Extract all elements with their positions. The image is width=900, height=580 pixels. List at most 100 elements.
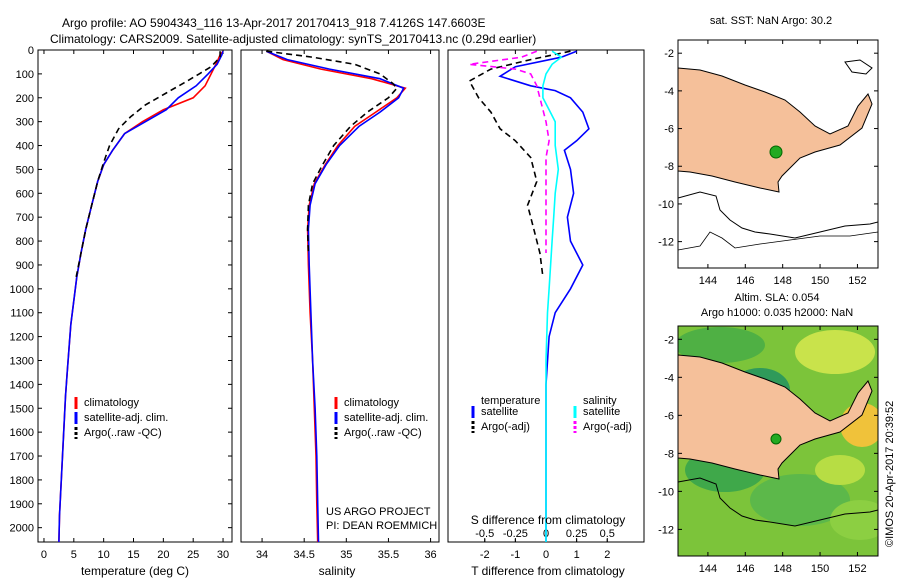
x-tick-label: 35.5 bbox=[378, 549, 399, 561]
x-tick-label: 15 bbox=[127, 549, 139, 561]
depth-tick-label: 1000 bbox=[10, 284, 34, 296]
difference-panel: -2 -1 0 1 2-0.5 -0.25 0 0.25 0.5 temperature sat… bbox=[447, 49, 645, 578]
sst-map-axes: 144 146 148 150 152 -2 -4 -6 -8 -10 -12 bbox=[658, 40, 878, 287]
depth-tick-label: 600 bbox=[16, 188, 34, 200]
lat-tick-label: -12 bbox=[658, 524, 674, 536]
depth-tick-label: 800 bbox=[16, 236, 34, 248]
pi-annotation: PI: DEAN ROEMMICH bbox=[326, 520, 437, 532]
legend-label-satellite: satellite-adj. clim. bbox=[84, 412, 168, 424]
series-line-t-argo-adj bbox=[468, 50, 571, 277]
depth-tick-label: 1300 bbox=[10, 355, 34, 367]
lon-tick-label: 152 bbox=[848, 563, 866, 575]
figure-title-line2: Climatology: CARS2009. Satellite-adjuste… bbox=[50, 32, 536, 46]
x-tick-label: -1 bbox=[510, 549, 520, 561]
difference-series bbox=[468, 50, 590, 542]
legend-label-satellite: satellite-adj. clim. bbox=[344, 412, 428, 424]
x-tick-label: 10 bbox=[98, 549, 110, 561]
depth-tick-label: 500 bbox=[16, 164, 34, 176]
lat-tick-label: -8 bbox=[664, 448, 674, 460]
lat-tick-label: -8 bbox=[664, 161, 674, 173]
salinity-series bbox=[265, 50, 407, 542]
lat-tick-label: -12 bbox=[658, 237, 674, 249]
salinity-x-axis: 34 34.5 35 35.5 36 bbox=[256, 50, 437, 561]
s-tick-label: 0.25 bbox=[566, 528, 587, 540]
sla-patch bbox=[795, 330, 875, 374]
salinity-x-label: salinity bbox=[319, 564, 356, 578]
legend-label-climatology: climatology bbox=[344, 397, 400, 409]
x-tick-label: 34.5 bbox=[293, 549, 314, 561]
depth-tick-label: 0 bbox=[28, 45, 34, 57]
depth-tick-label: 300 bbox=[16, 117, 34, 129]
lat-tick-label: -10 bbox=[658, 199, 674, 211]
salinity-axes-frame bbox=[240, 49, 440, 543]
depth-contour bbox=[678, 477, 878, 527]
sst-map-land bbox=[678, 59, 878, 251]
legend-label-t-satellite: satellite bbox=[481, 406, 518, 418]
series-line-argo-raw-qc bbox=[75, 51, 221, 278]
lat-tick-label: -4 bbox=[664, 86, 674, 98]
x-tick-label: 34 bbox=[256, 549, 268, 561]
depth-tick-label: 1800 bbox=[10, 475, 34, 487]
x-tick-label: -2 bbox=[480, 549, 490, 561]
lat-tick-label: -6 bbox=[664, 410, 674, 422]
depth-tick-label: 1900 bbox=[10, 499, 34, 511]
depth-contour-2 bbox=[678, 231, 878, 251]
s-tick-label: -0.25 bbox=[503, 528, 528, 540]
depth-contour bbox=[678, 191, 878, 239]
sst-map-panel: sat. SST: NaN Argo: 30.2 144 146 148 150 152… bbox=[658, 15, 879, 287]
lat-tick-label: -2 bbox=[664, 48, 674, 60]
x-tick-label: 0 bbox=[543, 549, 549, 561]
argo-location-marker bbox=[769, 145, 783, 159]
depth-tick-label: 2000 bbox=[10, 523, 34, 535]
salinity-legend: climatology satellite-adj. clim. Argo(..… bbox=[334, 397, 428, 439]
legend-label-argo: Argo(..raw -QC) bbox=[344, 427, 422, 439]
timestamp: ©IMOS 20-Apr-2017 20:39:52 bbox=[884, 401, 896, 547]
legend-salinity-title: salinity bbox=[583, 395, 617, 407]
series-line-t-satellite bbox=[498, 50, 590, 542]
temperature-x-axis: 0 5 10 15 20 25 30 bbox=[41, 50, 229, 561]
depth-tick-label: 1200 bbox=[10, 332, 34, 344]
lat-tick-label: -2 bbox=[664, 334, 674, 346]
temperature-axes-frame bbox=[37, 49, 233, 543]
series-line-satellite-adj-clim bbox=[58, 50, 224, 542]
island-outline bbox=[844, 59, 873, 75]
temperature-series bbox=[58, 50, 224, 542]
lon-tick-label: 148 bbox=[773, 563, 791, 575]
difference-legend: temperature satellite Argo(-adj) salinit… bbox=[471, 395, 632, 433]
lon-tick-label: 144 bbox=[699, 563, 717, 575]
series-line-satellite-adj-clim bbox=[266, 50, 405, 542]
new-guinea-land bbox=[678, 67, 873, 193]
legend-label-climatology: climatology bbox=[84, 397, 140, 409]
x-tick-label: 2 bbox=[604, 549, 610, 561]
x-tick-label: 1 bbox=[574, 549, 580, 561]
series-line-argo-raw-qc bbox=[266, 50, 398, 254]
sla-map-axes: 144 146 148 150 152 -2 -4 -6 -8 -10 -12 bbox=[658, 326, 878, 575]
depth-tick-label: 100 bbox=[16, 69, 34, 81]
sla-field bbox=[678, 326, 878, 556]
t-difference-label: T difference from climatology bbox=[471, 564, 625, 578]
sla-patch bbox=[678, 327, 765, 363]
sla-map-panel: Altim. SLA: 0.054 Argo h1000: 0.035 h200… bbox=[658, 292, 879, 575]
sla-map-border bbox=[677, 325, 879, 557]
depth-tick-label: 1600 bbox=[10, 427, 34, 439]
lat-tick-label: -4 bbox=[664, 372, 674, 384]
lon-tick-label: 148 bbox=[773, 275, 791, 287]
lon-tick-label: 146 bbox=[736, 563, 754, 575]
temperature-panel: 0100200300400500600700800900100011001200… bbox=[10, 45, 644, 578]
argo-location-marker bbox=[770, 433, 782, 445]
figure-title-line1: Argo profile: AO 5904343_116 13-Apr-2017… bbox=[62, 16, 485, 30]
lon-tick-label: 144 bbox=[699, 275, 717, 287]
sla-patch bbox=[815, 455, 865, 485]
lon-tick-label: 150 bbox=[811, 275, 829, 287]
new-guinea-land bbox=[678, 354, 873, 480]
depth-tick-label: 400 bbox=[16, 141, 34, 153]
depth-tick-label: 200 bbox=[16, 93, 34, 105]
depth-tick-label: 1700 bbox=[10, 451, 34, 463]
x-tick-label: 30 bbox=[217, 549, 229, 561]
depth-tick-label: 1400 bbox=[10, 379, 34, 391]
legend-label-s-satellite: satellite bbox=[583, 406, 620, 418]
legend-label-argo: Argo(..raw -QC) bbox=[84, 427, 162, 439]
x-tick-label: 0 bbox=[41, 549, 47, 561]
sst-map-title: sat. SST: NaN Argo: 30.2 bbox=[710, 15, 832, 27]
lat-tick-label: -6 bbox=[664, 124, 674, 136]
